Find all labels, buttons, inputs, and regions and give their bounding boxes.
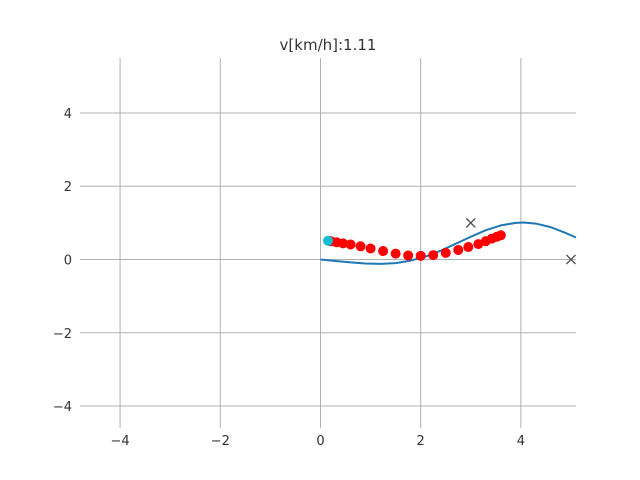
- scatter-point: [463, 242, 474, 253]
- x-tick-label: 0: [316, 434, 324, 449]
- y-tick-label: 4: [64, 107, 72, 122]
- y-tick-label: −4: [53, 400, 72, 415]
- scatter-point: [440, 247, 451, 258]
- scatter-point: [365, 243, 376, 254]
- tick-labels: −4 −2 0 2 4 4 2 0 −2 −4: [53, 107, 525, 449]
- x-tick-label: −2: [211, 434, 230, 449]
- scatter-point: [378, 246, 389, 257]
- x-marker-stroke: [465, 217, 476, 228]
- y-tick-label: −2: [53, 327, 72, 342]
- scatter-point: [403, 250, 414, 261]
- trajectory-line: [320, 221, 577, 265]
- scatter-point: [355, 241, 366, 252]
- y-tick-label: 2: [64, 180, 72, 195]
- x-marker: [565, 254, 576, 265]
- scatter-point: [338, 238, 349, 249]
- scatter-point: [323, 235, 333, 246]
- x-tick-label: 4: [517, 434, 525, 449]
- x-marker-stroke: [565, 254, 576, 265]
- scatter-point: [345, 239, 356, 250]
- x-tick-label: −4: [110, 434, 129, 449]
- chart-title: v[km/h]:1.11: [280, 36, 377, 54]
- scatter-point: [453, 244, 464, 255]
- scatter-point: [495, 230, 506, 241]
- x-marker: [465, 217, 476, 228]
- plot-area: [320, 217, 577, 265]
- scatter-point: [428, 250, 439, 261]
- grid: [80, 58, 576, 428]
- y-tick-label: 0: [64, 253, 72, 268]
- scatter-point: [390, 248, 401, 259]
- scatter-point: [473, 239, 484, 250]
- scatter-point: [415, 250, 426, 261]
- x-tick-label: 2: [417, 434, 425, 449]
